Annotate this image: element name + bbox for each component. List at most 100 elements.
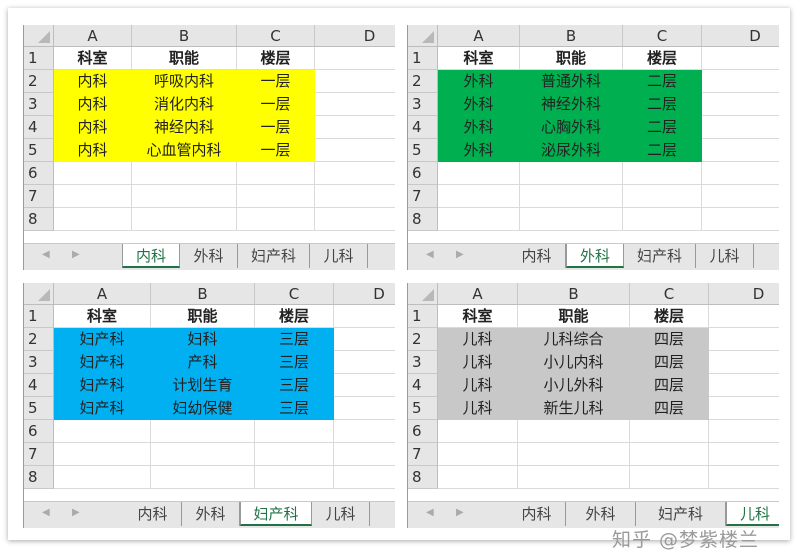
cell-D5[interactable] [702,139,779,162]
cell-A7[interactable] [54,443,151,466]
sheet-tab-1[interactable]: 内科 [508,244,566,268]
cell-C8[interactable] [255,466,334,489]
cell-B4[interactable]: 心胸外科 [520,116,623,139]
sheet-tab-2[interactable]: 外科 [566,502,636,526]
cell-B1[interactable]: 职能 [518,305,630,328]
cell-B6[interactable] [518,420,630,443]
cell-D8[interactable] [702,208,779,231]
cell-D5[interactable] [709,397,779,420]
column-header-D[interactable]: D [315,25,395,47]
cell-B2[interactable]: 妇科 [151,328,255,351]
cell-B2[interactable]: 儿科综合 [518,328,630,351]
cell-A4[interactable]: 外科 [438,116,520,139]
cell-D4[interactable] [702,116,779,139]
cell-D1[interactable] [709,305,779,328]
cell-C8[interactable] [623,208,702,231]
sheet-tab-4[interactable]: 儿科 [696,244,754,268]
cell-D1[interactable] [334,305,395,328]
sheet-tab-1[interactable]: 内科 [124,502,182,526]
sheet-tab-2[interactable]: 外科 [182,502,240,526]
cell-D2[interactable] [315,70,395,93]
cell-B5[interactable]: 妇幼保健 [151,397,255,420]
row-header-2[interactable]: 2 [24,328,54,351]
cell-A2[interactable]: 外科 [438,70,520,93]
cell-B2[interactable]: 普通外科 [520,70,623,93]
cell-D7[interactable] [315,185,395,208]
row-header-7[interactable]: 7 [408,443,438,466]
cell-C2[interactable]: 三层 [255,328,334,351]
cell-A8[interactable] [54,208,132,231]
tab-scroll-right-button[interactable]: ▶ [72,249,80,260]
sheet-tab-4[interactable]: 儿科 [726,502,779,526]
cell-C5[interactable]: 一层 [237,139,315,162]
cell-B7[interactable] [151,443,255,466]
cell-D6[interactable] [315,162,395,185]
sheet-tab-3[interactable]: 妇产科 [636,502,726,526]
sheet-tab-4[interactable]: 儿科 [310,244,368,268]
cell-C3[interactable]: 二层 [623,93,702,116]
row-header-4[interactable]: 4 [408,374,438,397]
cell-C6[interactable] [630,420,709,443]
cell-A2[interactable]: 儿科 [438,328,518,351]
tab-scroll-left-button[interactable]: ◀ [42,249,50,260]
row-header-5[interactable]: 5 [24,397,54,420]
cell-D7[interactable] [702,185,779,208]
sheet-tab-2[interactable]: 外科 [566,244,624,268]
cell-A4[interactable]: 儿科 [438,374,518,397]
cell-D6[interactable] [709,420,779,443]
cell-C3[interactable]: 四层 [630,351,709,374]
cell-D3[interactable] [334,351,395,374]
cell-A2[interactable]: 妇产科 [54,328,151,351]
column-header-A[interactable]: A [54,283,151,305]
cell-D1[interactable] [315,47,395,70]
select-all-button[interactable] [24,283,54,305]
tab-scroll-right-button[interactable]: ▶ [456,507,464,518]
cell-A6[interactable] [54,420,151,443]
tab-scroll-left-button[interactable]: ◀ [42,507,50,518]
column-header-D[interactable]: D [702,25,779,47]
cell-A5[interactable]: 妇产科 [54,397,151,420]
cell-A5[interactable]: 外科 [438,139,520,162]
cell-B5[interactable]: 泌尿外科 [520,139,623,162]
cell-D2[interactable] [702,70,779,93]
row-header-5[interactable]: 5 [24,139,54,162]
cell-B4[interactable]: 神经内科 [132,116,237,139]
cell-B4[interactable]: 计划生育 [151,374,255,397]
row-header-6[interactable]: 6 [24,162,54,185]
sheet-tab-3[interactable]: 妇产科 [624,244,696,268]
cell-D4[interactable] [334,374,395,397]
row-header-6[interactable]: 6 [408,420,438,443]
cell-C5[interactable]: 二层 [623,139,702,162]
cell-B1[interactable]: 职能 [151,305,255,328]
cell-C8[interactable] [237,208,315,231]
cell-B3[interactable]: 神经外科 [520,93,623,116]
cell-D7[interactable] [334,443,395,466]
row-header-2[interactable]: 2 [408,70,438,93]
cell-C2[interactable]: 二层 [623,70,702,93]
column-header-C[interactable]: C [237,25,315,47]
row-header-7[interactable]: 7 [24,185,54,208]
cell-D7[interactable] [709,443,779,466]
cell-B5[interactable]: 新生儿科 [518,397,630,420]
cell-B5[interactable]: 心血管内科 [132,139,237,162]
cell-C4[interactable]: 一层 [237,116,315,139]
cell-D1[interactable] [702,47,779,70]
cell-C6[interactable] [255,420,334,443]
cell-A7[interactable] [438,185,520,208]
row-header-1[interactable]: 1 [408,47,438,70]
cell-C5[interactable]: 三层 [255,397,334,420]
cell-C2[interactable]: 一层 [237,70,315,93]
row-header-1[interactable]: 1 [24,47,54,70]
sheet-tab-4[interactable]: 儿科 [312,502,370,526]
column-header-B[interactable]: B [132,25,237,47]
cell-C4[interactable]: 四层 [630,374,709,397]
row-header-2[interactable]: 2 [24,70,54,93]
column-header-A[interactable]: A [438,283,518,305]
cell-A1[interactable]: 科室 [438,305,518,328]
row-header-6[interactable]: 6 [408,162,438,185]
cell-A3[interactable]: 儿科 [438,351,518,374]
cell-B3[interactable]: 小儿内科 [518,351,630,374]
cell-B1[interactable]: 职能 [132,47,237,70]
cell-C7[interactable] [255,443,334,466]
row-header-1[interactable]: 1 [24,305,54,328]
